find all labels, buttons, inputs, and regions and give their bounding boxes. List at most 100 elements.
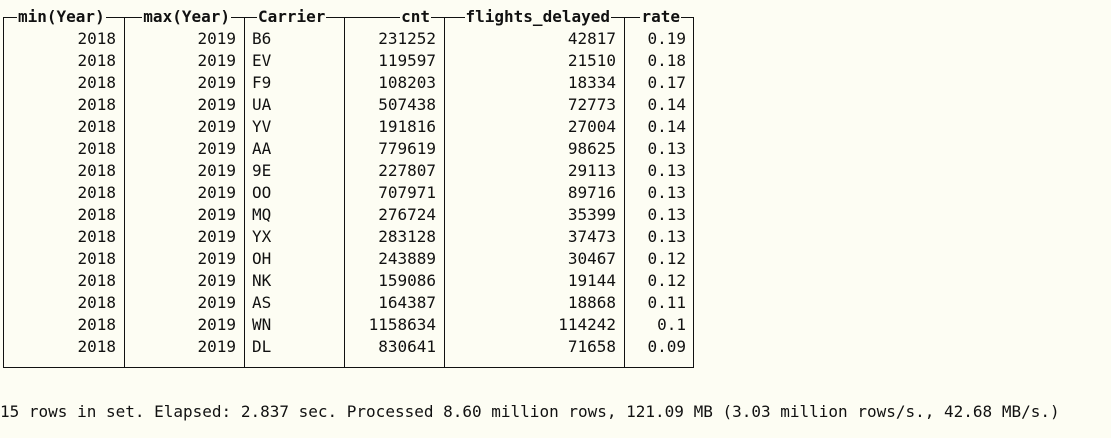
- table-row: 2018 2019 AA 779619 98625 0.13: [4, 138, 693, 160]
- table-cell-cnt: 119597: [378, 51, 436, 70]
- table-cell-max-year: 2019: [197, 73, 236, 92]
- table-cell-max-year: 2019: [197, 271, 236, 290]
- table-row: 2018 2019 B6 231252 42817 0.19: [4, 28, 693, 50]
- table-cell-min-year: 2018: [77, 227, 116, 246]
- table-cell-flights-delayed: 72773: [567, 95, 616, 114]
- query-result-table: min(Year) max(Year) Carrier cnt flights_dela…: [3, 8, 694, 368]
- table-cell-max-year: 2019: [197, 51, 236, 70]
- table-cell-min-year: 2018: [77, 161, 116, 180]
- table-cell-flights-delayed: 18868: [567, 293, 616, 312]
- table-cell-carrier: UA: [252, 95, 272, 114]
- table-cell-max-year: 2019: [197, 139, 236, 158]
- table-cell-min-year: 2018: [77, 183, 116, 202]
- table-cell-flights-delayed: 35399: [567, 205, 616, 224]
- header-border: [4, 17, 693, 18]
- table-cell-flights-delayed: 114242: [558, 315, 616, 334]
- table-cell-min-year: 2018: [77, 95, 116, 114]
- table-row: 2018 2019 DL 830641 71658 0.09: [4, 336, 693, 358]
- table-row: 2018 2019 OO 707971 89716 0.13: [4, 182, 693, 204]
- table-cell-carrier: EV: [252, 51, 272, 70]
- table-cell-flights-delayed: 18334: [567, 73, 616, 92]
- table-cell-max-year: 2019: [197, 337, 236, 356]
- table-cell-rate: 0.14: [647, 117, 686, 136]
- table-row: 2018 2019 EV 119597 21510 0.18: [4, 50, 693, 72]
- table-cell-flights-delayed: 71658: [567, 337, 616, 356]
- table-cell-carrier: AA: [252, 139, 272, 158]
- table-cell-rate: 0.13: [647, 227, 686, 246]
- table-cell-flights-delayed: 21510: [567, 51, 616, 70]
- table-cell-cnt: 276724: [378, 205, 436, 224]
- table-cell-min-year: 2018: [77, 117, 116, 136]
- table-cell-carrier: NK: [252, 271, 272, 290]
- table-cell-carrier: WN: [252, 315, 272, 334]
- table-cell-cnt: 191816: [378, 117, 436, 136]
- table-cell-cnt: 830641: [378, 337, 436, 356]
- table-cell-min-year: 2018: [77, 337, 116, 356]
- table-cell-min-year: 2018: [77, 29, 116, 48]
- table-cell-cnt: 159086: [378, 271, 436, 290]
- table-cell-max-year: 2019: [197, 117, 236, 136]
- table-cell-carrier: AS: [252, 293, 272, 312]
- table-cell-flights-delayed: 27004: [567, 117, 616, 136]
- table-cell-rate: 0.18: [647, 51, 686, 70]
- table-cell-min-year: 2018: [77, 271, 116, 290]
- column-header: rate: [640, 7, 681, 26]
- table-row: 2018 2019 NK 159086 19144 0.12: [4, 270, 693, 292]
- table-cell-carrier: MQ: [252, 205, 272, 224]
- table-cell-max-year: 2019: [197, 29, 236, 48]
- column-header: flights_delayed: [464, 7, 611, 26]
- table-row: 2018 2019 OH 243889 30467 0.12: [4, 248, 693, 270]
- table-cell-flights-delayed: 29113: [567, 161, 616, 180]
- column-separator: [624, 17, 625, 367]
- table-cell-min-year: 2018: [77, 293, 116, 312]
- column-header: cnt: [400, 7, 431, 26]
- table-cell-flights-delayed: 98625: [567, 139, 616, 158]
- table-cell-carrier: F9: [252, 73, 272, 92]
- column-header: max(Year): [142, 7, 231, 26]
- table-cell-rate: 0.09: [647, 337, 686, 356]
- table-cell-flights-delayed: 42817: [567, 29, 616, 48]
- table-cell-min-year: 2018: [77, 315, 116, 334]
- table-cell-carrier: OO: [252, 183, 272, 202]
- table-cell-max-year: 2019: [197, 315, 236, 334]
- table-cell-max-year: 2019: [197, 249, 236, 268]
- table-cell-min-year: 2018: [77, 139, 116, 158]
- table-cell-rate: 0.11: [647, 293, 686, 312]
- table-row: 2018 2019 UA 507438 72773 0.14: [4, 94, 693, 116]
- table-row: 2018 2019 AS 164387 18868 0.11: [4, 292, 693, 314]
- table-cell-carrier: OH: [252, 249, 272, 268]
- table-cell-max-year: 2019: [197, 183, 236, 202]
- table-cell-cnt: 231252: [378, 29, 436, 48]
- table-cell-max-year: 2019: [197, 95, 236, 114]
- table-cell-carrier: YX: [252, 227, 272, 246]
- table-cell-max-year: 2019: [197, 161, 236, 180]
- table-cell-max-year: 2019: [197, 293, 236, 312]
- table-cell-rate: 0.1: [657, 315, 686, 334]
- table-row: 2018 2019 9E 227807 29113 0.13: [4, 160, 693, 182]
- query-status-line: 15 rows in set. Elapsed: 2.837 sec. Proc…: [0, 402, 1060, 421]
- table-row: 2018 2019 F9 108203 18334 0.17: [4, 72, 693, 94]
- column-separator: [244, 17, 245, 367]
- table-cell-flights-delayed: 19144: [567, 271, 616, 290]
- table-cell-min-year: 2018: [77, 51, 116, 70]
- table-cell-flights-delayed: 89716: [567, 183, 616, 202]
- table-cell-max-year: 2019: [197, 205, 236, 224]
- table-cell-rate: 0.13: [647, 205, 686, 224]
- table-cell-rate: 0.13: [647, 183, 686, 202]
- table-cell-carrier: DL: [252, 337, 272, 356]
- table-cell-rate: 0.19: [647, 29, 686, 48]
- column-separator: [124, 17, 125, 367]
- table-cell-cnt: 108203: [378, 73, 436, 92]
- table-cell-rate: 0.17: [647, 73, 686, 92]
- table-row: 2018 2019 YX 283128 37473 0.13: [4, 226, 693, 248]
- table-cell-rate: 0.14: [647, 95, 686, 114]
- table-row: 2018 2019 WN 1158634 114242 0.1: [4, 314, 693, 336]
- table-cell-rate: 0.13: [647, 161, 686, 180]
- table-cell-cnt: 164387: [378, 293, 436, 312]
- table-cell-cnt: 779619: [378, 139, 436, 158]
- table-cell-cnt: 507438: [378, 95, 436, 114]
- column-header: min(Year): [17, 7, 106, 26]
- table-cell-rate: 0.12: [647, 249, 686, 268]
- table-cell-flights-delayed: 37473: [567, 227, 616, 246]
- column-header: Carrier: [257, 7, 327, 26]
